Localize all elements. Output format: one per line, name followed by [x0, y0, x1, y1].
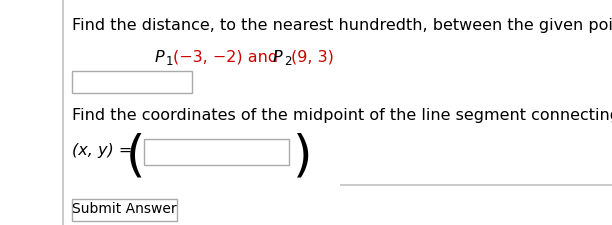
- Text: Submit Answer: Submit Answer: [72, 201, 177, 215]
- Text: Find the distance, to the nearest hundredth, between the given points.: Find the distance, to the nearest hundre…: [72, 18, 612, 33]
- Text: (x, y) =: (x, y) =: [72, 142, 132, 157]
- Bar: [144, 139, 289, 165]
- Bar: [72, 199, 177, 221]
- Text: (: (: [126, 132, 146, 180]
- Text: ): ): [293, 132, 313, 180]
- Text: (9, 3): (9, 3): [291, 50, 334, 65]
- Bar: [72, 72, 192, 94]
- Text: (−3, −2) and: (−3, −2) and: [173, 50, 283, 65]
- Text: 1: 1: [166, 55, 173, 68]
- Text: 2: 2: [284, 55, 291, 68]
- Text: Find the coordinates of the midpoint of the line segment connecting the points.: Find the coordinates of the midpoint of …: [72, 108, 612, 122]
- Text: P: P: [155, 50, 165, 65]
- Bar: [340, 184, 612, 186]
- Text: P: P: [273, 50, 283, 65]
- Bar: [62, 0, 64, 225]
